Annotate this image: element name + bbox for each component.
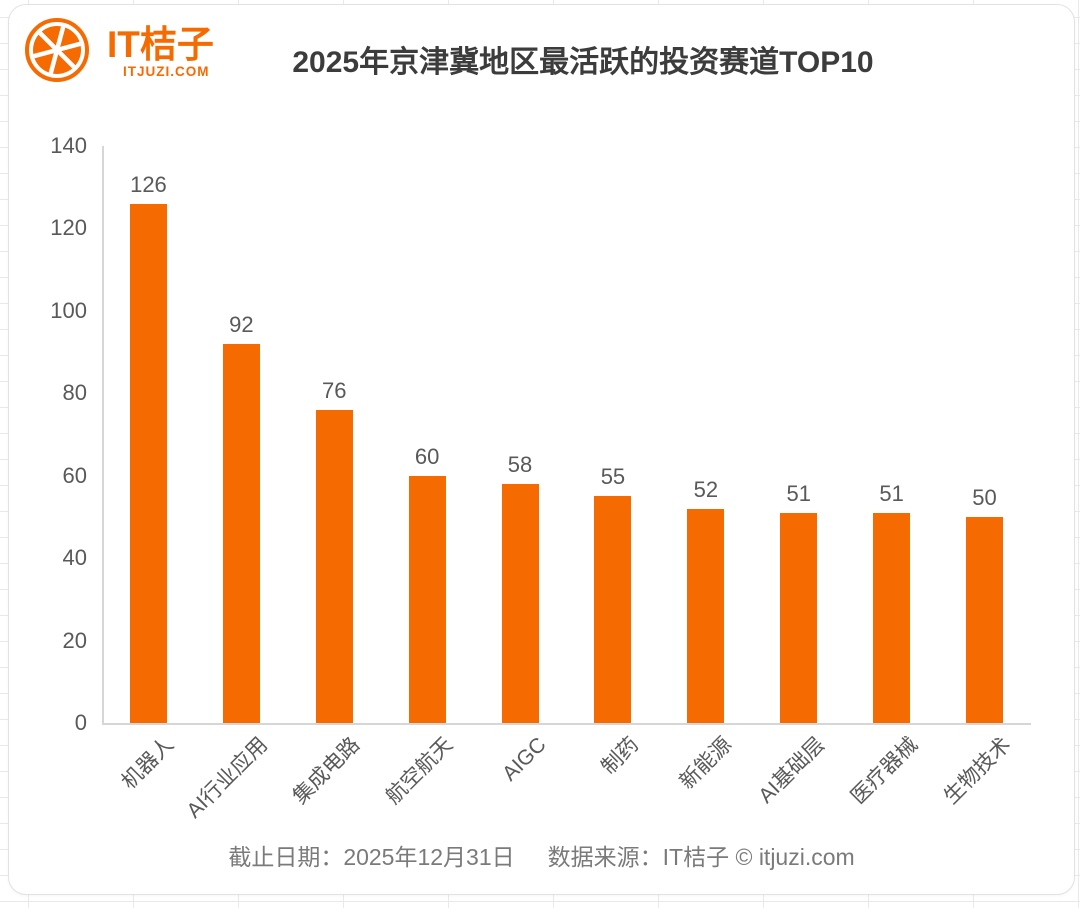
bar	[873, 512, 911, 723]
footer-cutoff-date: 截止日期：2025年12月31日	[228, 844, 515, 870]
x-axis-category-text: 生物技术	[939, 733, 1015, 809]
x-axis-category-text: AI基础层	[754, 733, 830, 808]
x-axis-category-text: 新能源	[675, 733, 737, 794]
x-axis-category-text: 航空航天	[381, 733, 458, 809]
bar	[408, 475, 446, 723]
bar-value-label: 60	[414, 443, 440, 469]
y-axis-tick-label: 20	[62, 627, 87, 653]
x-axis-category-text: 医疗器械	[846, 733, 922, 809]
bar	[594, 496, 632, 723]
y-axis-tick-label: 100	[50, 297, 87, 323]
bar-value-label: 51	[786, 480, 811, 506]
footer-data-source: 数据来源：IT桔子 © itjuzi.com	[547, 844, 855, 870]
bar-value-label: 76	[322, 377, 347, 403]
chart-footer: 截止日期：2025年12月31日 数据来源：IT桔子 © itjuzi.com	[9, 843, 1074, 871]
x-axis-category-text: AI行业应用	[181, 733, 272, 823]
y-axis-line	[102, 146, 104, 723]
x-axis-line	[102, 723, 1031, 725]
bar	[222, 343, 260, 723]
bar-value-label: 58	[507, 451, 533, 477]
y-axis-tick-label: 60	[62, 462, 87, 488]
itjuzi-logo: IT桔子 ITJUZI.COM	[23, 15, 283, 95]
bar	[780, 512, 818, 723]
bar	[501, 483, 539, 723]
orange-fruit-icon	[25, 18, 89, 82]
bar-value-label: 52	[693, 476, 719, 502]
chart-title: 2025年京津冀地区最活跃的投资赛道TOP10	[292, 46, 874, 79]
y-axis-tick-label: 40	[62, 545, 87, 571]
bar	[966, 516, 1004, 723]
bar	[315, 409, 353, 723]
x-axis-category-text: 机器人	[117, 733, 179, 794]
bar-value-label: 92	[229, 311, 254, 337]
y-axis-tick-label: 140	[50, 133, 87, 158]
brand-domain: ITJUZI.COM	[123, 64, 210, 79]
bar-value-label: 55	[600, 464, 626, 490]
bar-chart: 0 20 40 60 80 100 120 140 126 机器人 92 AI行业应用 76 集成电路 60…	[9, 5, 1074, 894]
bar-value-label: 126	[130, 171, 167, 197]
x-axis-category-text: 集成电路	[288, 733, 365, 809]
bar-value-label: 51	[879, 480, 904, 506]
x-axis-category-text: 制药	[597, 733, 644, 779]
y-axis-tick-label: 120	[50, 215, 87, 241]
y-axis-tick-label: 80	[62, 380, 87, 406]
x-axis-category-text: AIGC	[497, 733, 551, 786]
chart-card: IT桔子 ITJUZI.COM 2025年京津冀地区最活跃的投资赛道TOP10 …	[8, 4, 1075, 895]
bar	[687, 508, 725, 723]
brand-name: IT桔子	[107, 24, 214, 65]
bar-value-label: 50	[972, 484, 997, 510]
bar	[129, 203, 167, 723]
y-axis-tick-label: 0	[74, 710, 87, 735]
